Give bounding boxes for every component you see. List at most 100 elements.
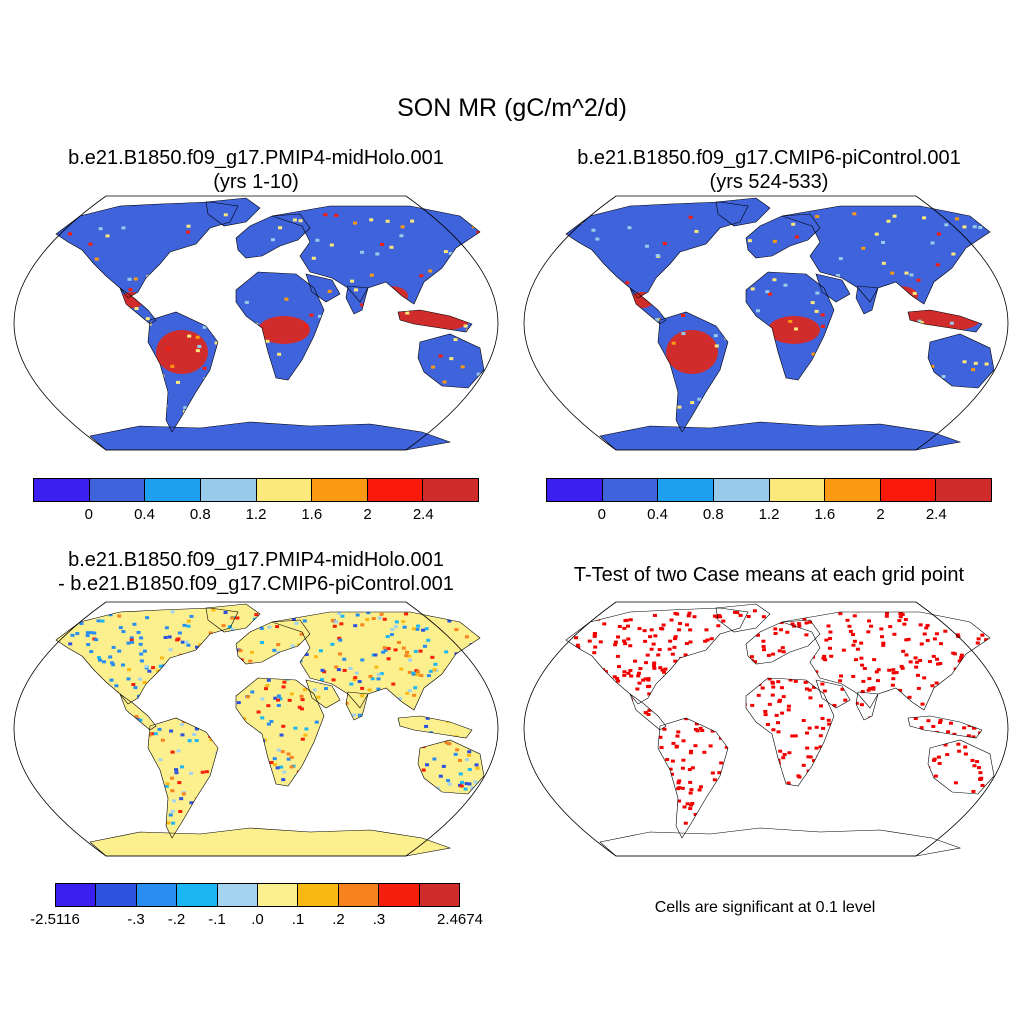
panel3-title-line2: - b.e21.B1850.f09_g17.CMIP6-piControl.00… <box>58 573 454 595</box>
map-cell <box>294 621 299 625</box>
significant-cell <box>953 781 958 785</box>
map-cell <box>987 398 992 402</box>
map-cell <box>820 313 825 317</box>
map-cell <box>475 641 480 645</box>
map-cell <box>462 809 467 813</box>
map-cell <box>886 219 891 223</box>
significant-cell <box>985 622 990 626</box>
significant-cell <box>898 615 903 619</box>
map-cell <box>389 633 394 637</box>
significant-cell <box>839 674 844 678</box>
coastline-southAmerica <box>657 717 729 839</box>
map-cell <box>458 772 463 776</box>
map-cell <box>415 627 420 631</box>
significant-cell <box>692 615 697 619</box>
map-cell <box>936 232 941 236</box>
significant-cell <box>680 766 685 770</box>
significant-cell <box>678 622 683 626</box>
significant-cell <box>732 610 737 614</box>
map-cell <box>101 660 106 664</box>
significant-cell <box>925 623 930 627</box>
land-northAmerica <box>56 202 238 298</box>
map-cell <box>405 650 410 654</box>
coastline-indonesia <box>907 715 983 739</box>
map-cell <box>126 677 131 681</box>
map-cell <box>278 226 283 230</box>
significant-cell <box>962 726 967 730</box>
map-cell <box>978 226 983 230</box>
map-cell <box>447 782 452 786</box>
map-cell <box>349 682 354 686</box>
significant-cell <box>554 613 558 616</box>
significant-cell <box>765 723 770 727</box>
significant-cell <box>975 641 980 645</box>
map-cell <box>314 720 319 724</box>
map-cell <box>444 741 449 745</box>
map-cell <box>265 339 270 343</box>
coastline-india <box>855 285 879 315</box>
map-cell <box>186 619 191 623</box>
significant-cell <box>675 612 680 616</box>
significant-cell <box>649 647 654 651</box>
significant-cell <box>820 682 825 686</box>
significant-cell <box>647 708 652 712</box>
land-asia <box>782 206 990 304</box>
coastline-northAmerica <box>55 607 239 705</box>
map-cell <box>562 407 566 410</box>
map-cell <box>319 678 324 682</box>
map-cell <box>469 611 474 615</box>
map-cell <box>334 620 339 624</box>
map-cell <box>892 214 897 218</box>
significant-cell <box>891 677 896 681</box>
map-cell <box>371 617 376 621</box>
significant-cell <box>866 630 871 634</box>
map-cell <box>453 752 458 756</box>
significant-cell <box>861 679 866 683</box>
map-cell <box>366 611 371 615</box>
map-cell <box>475 766 480 770</box>
map-cell <box>465 819 470 823</box>
significant-cell <box>854 701 859 705</box>
map-cell <box>814 309 819 313</box>
significant-cell <box>756 693 761 697</box>
significant-cell <box>771 685 776 689</box>
significant-cell <box>978 771 983 775</box>
map-cell <box>467 768 472 772</box>
map-cell <box>431 365 436 369</box>
map-cell <box>425 716 430 720</box>
map-cell <box>428 269 433 273</box>
map-cell <box>793 327 798 331</box>
map-cell <box>909 273 914 277</box>
significant-cell <box>805 746 810 750</box>
map-cell <box>400 225 405 229</box>
map-cell <box>250 690 255 694</box>
significant-cell <box>773 627 778 631</box>
map-cell <box>58 613 63 617</box>
significant-cell <box>658 735 663 739</box>
map-cell <box>79 622 84 626</box>
map-cell <box>138 718 143 722</box>
map-cell <box>353 676 358 680</box>
significant-cell <box>862 667 867 671</box>
land-greenland <box>716 198 770 226</box>
map-cell <box>304 727 309 731</box>
significant-cell <box>788 678 793 682</box>
map-cell <box>443 250 448 254</box>
map-cell <box>337 636 342 640</box>
significant-cell <box>806 755 811 759</box>
map-cell <box>342 668 347 672</box>
map-cell <box>118 626 123 630</box>
significant-cell <box>659 745 664 749</box>
land-australia <box>928 334 994 388</box>
land-antarctica <box>90 422 450 450</box>
map-cell <box>169 729 174 733</box>
map-cell <box>133 686 138 690</box>
map-cell <box>416 624 421 628</box>
significant-cell <box>651 642 656 646</box>
significant-cell <box>670 772 675 776</box>
map-cell <box>461 814 466 818</box>
map-cell <box>338 638 343 642</box>
map-cell <box>469 818 474 822</box>
significant-cell <box>552 809 556 812</box>
map-cell <box>172 799 177 803</box>
